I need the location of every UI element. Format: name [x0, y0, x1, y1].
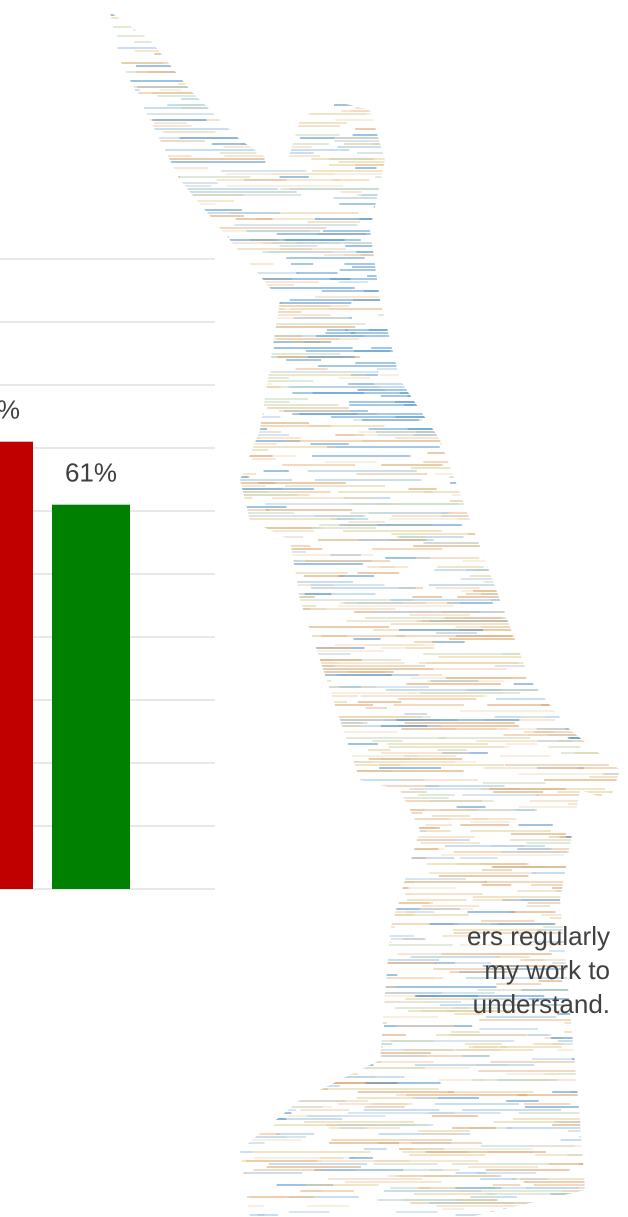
plot-area: 71% 61% ers regularly my work to understand. — [0, 258, 610, 1019]
caption-line: understand. — [473, 989, 610, 1019]
value-label: 71% — [0, 395, 20, 425]
bar — [52, 504, 130, 889]
caption-line: my work to — [484, 955, 610, 985]
decorative-figure — [110, 12, 620, 1216]
bar — [0, 441, 33, 889]
caption-line: ers regularly — [467, 921, 610, 951]
value-label: 61% — [65, 458, 117, 488]
